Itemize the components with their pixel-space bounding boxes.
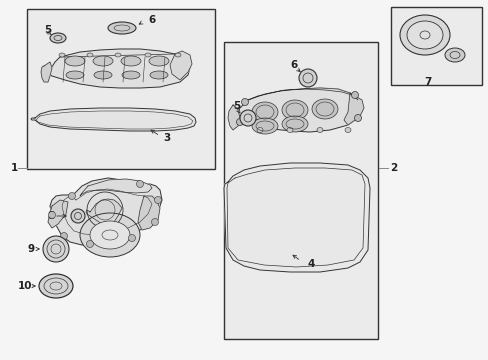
Ellipse shape <box>128 234 135 242</box>
Ellipse shape <box>351 91 358 99</box>
Polygon shape <box>232 88 361 132</box>
Text: 3: 3 <box>163 133 170 143</box>
Polygon shape <box>50 178 162 245</box>
Ellipse shape <box>149 56 169 66</box>
Ellipse shape <box>298 69 316 87</box>
Ellipse shape <box>406 21 442 49</box>
Ellipse shape <box>87 53 93 57</box>
Ellipse shape <box>240 110 256 126</box>
Ellipse shape <box>48 212 55 219</box>
Ellipse shape <box>90 221 130 249</box>
Ellipse shape <box>316 127 323 132</box>
Ellipse shape <box>311 99 337 119</box>
Polygon shape <box>41 62 52 82</box>
Text: 7: 7 <box>424 77 431 87</box>
Ellipse shape <box>93 56 113 66</box>
Text: 5: 5 <box>232 101 240 111</box>
Ellipse shape <box>241 99 248 105</box>
Text: 6: 6 <box>289 60 297 70</box>
Ellipse shape <box>345 127 350 132</box>
Bar <box>27 9 215 169</box>
Ellipse shape <box>444 48 464 62</box>
Ellipse shape <box>122 71 140 79</box>
Ellipse shape <box>80 213 140 257</box>
Polygon shape <box>48 200 68 228</box>
Text: 4: 4 <box>306 259 314 269</box>
Text: 8: 8 <box>47 211 54 221</box>
Polygon shape <box>227 105 240 130</box>
Ellipse shape <box>151 219 158 225</box>
Polygon shape <box>31 108 196 131</box>
Text: 6: 6 <box>148 15 155 25</box>
Ellipse shape <box>354 114 361 122</box>
Polygon shape <box>86 199 122 225</box>
Ellipse shape <box>251 118 278 134</box>
Bar <box>224 42 377 339</box>
Ellipse shape <box>154 197 161 203</box>
Ellipse shape <box>66 71 84 79</box>
Ellipse shape <box>282 116 307 132</box>
Ellipse shape <box>108 22 136 34</box>
Ellipse shape <box>175 53 181 57</box>
Ellipse shape <box>236 118 243 126</box>
Polygon shape <box>138 196 160 230</box>
Polygon shape <box>80 179 152 196</box>
Ellipse shape <box>61 233 67 239</box>
Ellipse shape <box>65 56 85 66</box>
Ellipse shape <box>257 127 263 132</box>
Polygon shape <box>343 93 363 125</box>
Ellipse shape <box>121 56 141 66</box>
Ellipse shape <box>50 33 66 43</box>
Text: 1: 1 <box>10 163 18 173</box>
Ellipse shape <box>86 240 93 248</box>
Polygon shape <box>247 88 357 100</box>
Text: 9: 9 <box>28 244 35 254</box>
Polygon shape <box>224 163 369 272</box>
Ellipse shape <box>39 274 73 298</box>
Ellipse shape <box>43 236 69 262</box>
Ellipse shape <box>59 53 65 57</box>
Polygon shape <box>44 49 190 88</box>
Text: 5: 5 <box>44 25 51 35</box>
Ellipse shape <box>115 53 121 57</box>
Text: 2: 2 <box>389 163 396 173</box>
Ellipse shape <box>94 71 112 79</box>
Ellipse shape <box>136 180 143 188</box>
Polygon shape <box>170 51 192 80</box>
Ellipse shape <box>286 127 292 132</box>
Ellipse shape <box>68 193 75 199</box>
Ellipse shape <box>71 209 85 223</box>
Ellipse shape <box>150 71 168 79</box>
Bar <box>390 7 481 85</box>
Ellipse shape <box>282 100 307 120</box>
Ellipse shape <box>251 102 278 122</box>
Ellipse shape <box>399 15 449 55</box>
Ellipse shape <box>145 53 151 57</box>
Text: 10: 10 <box>18 281 32 291</box>
